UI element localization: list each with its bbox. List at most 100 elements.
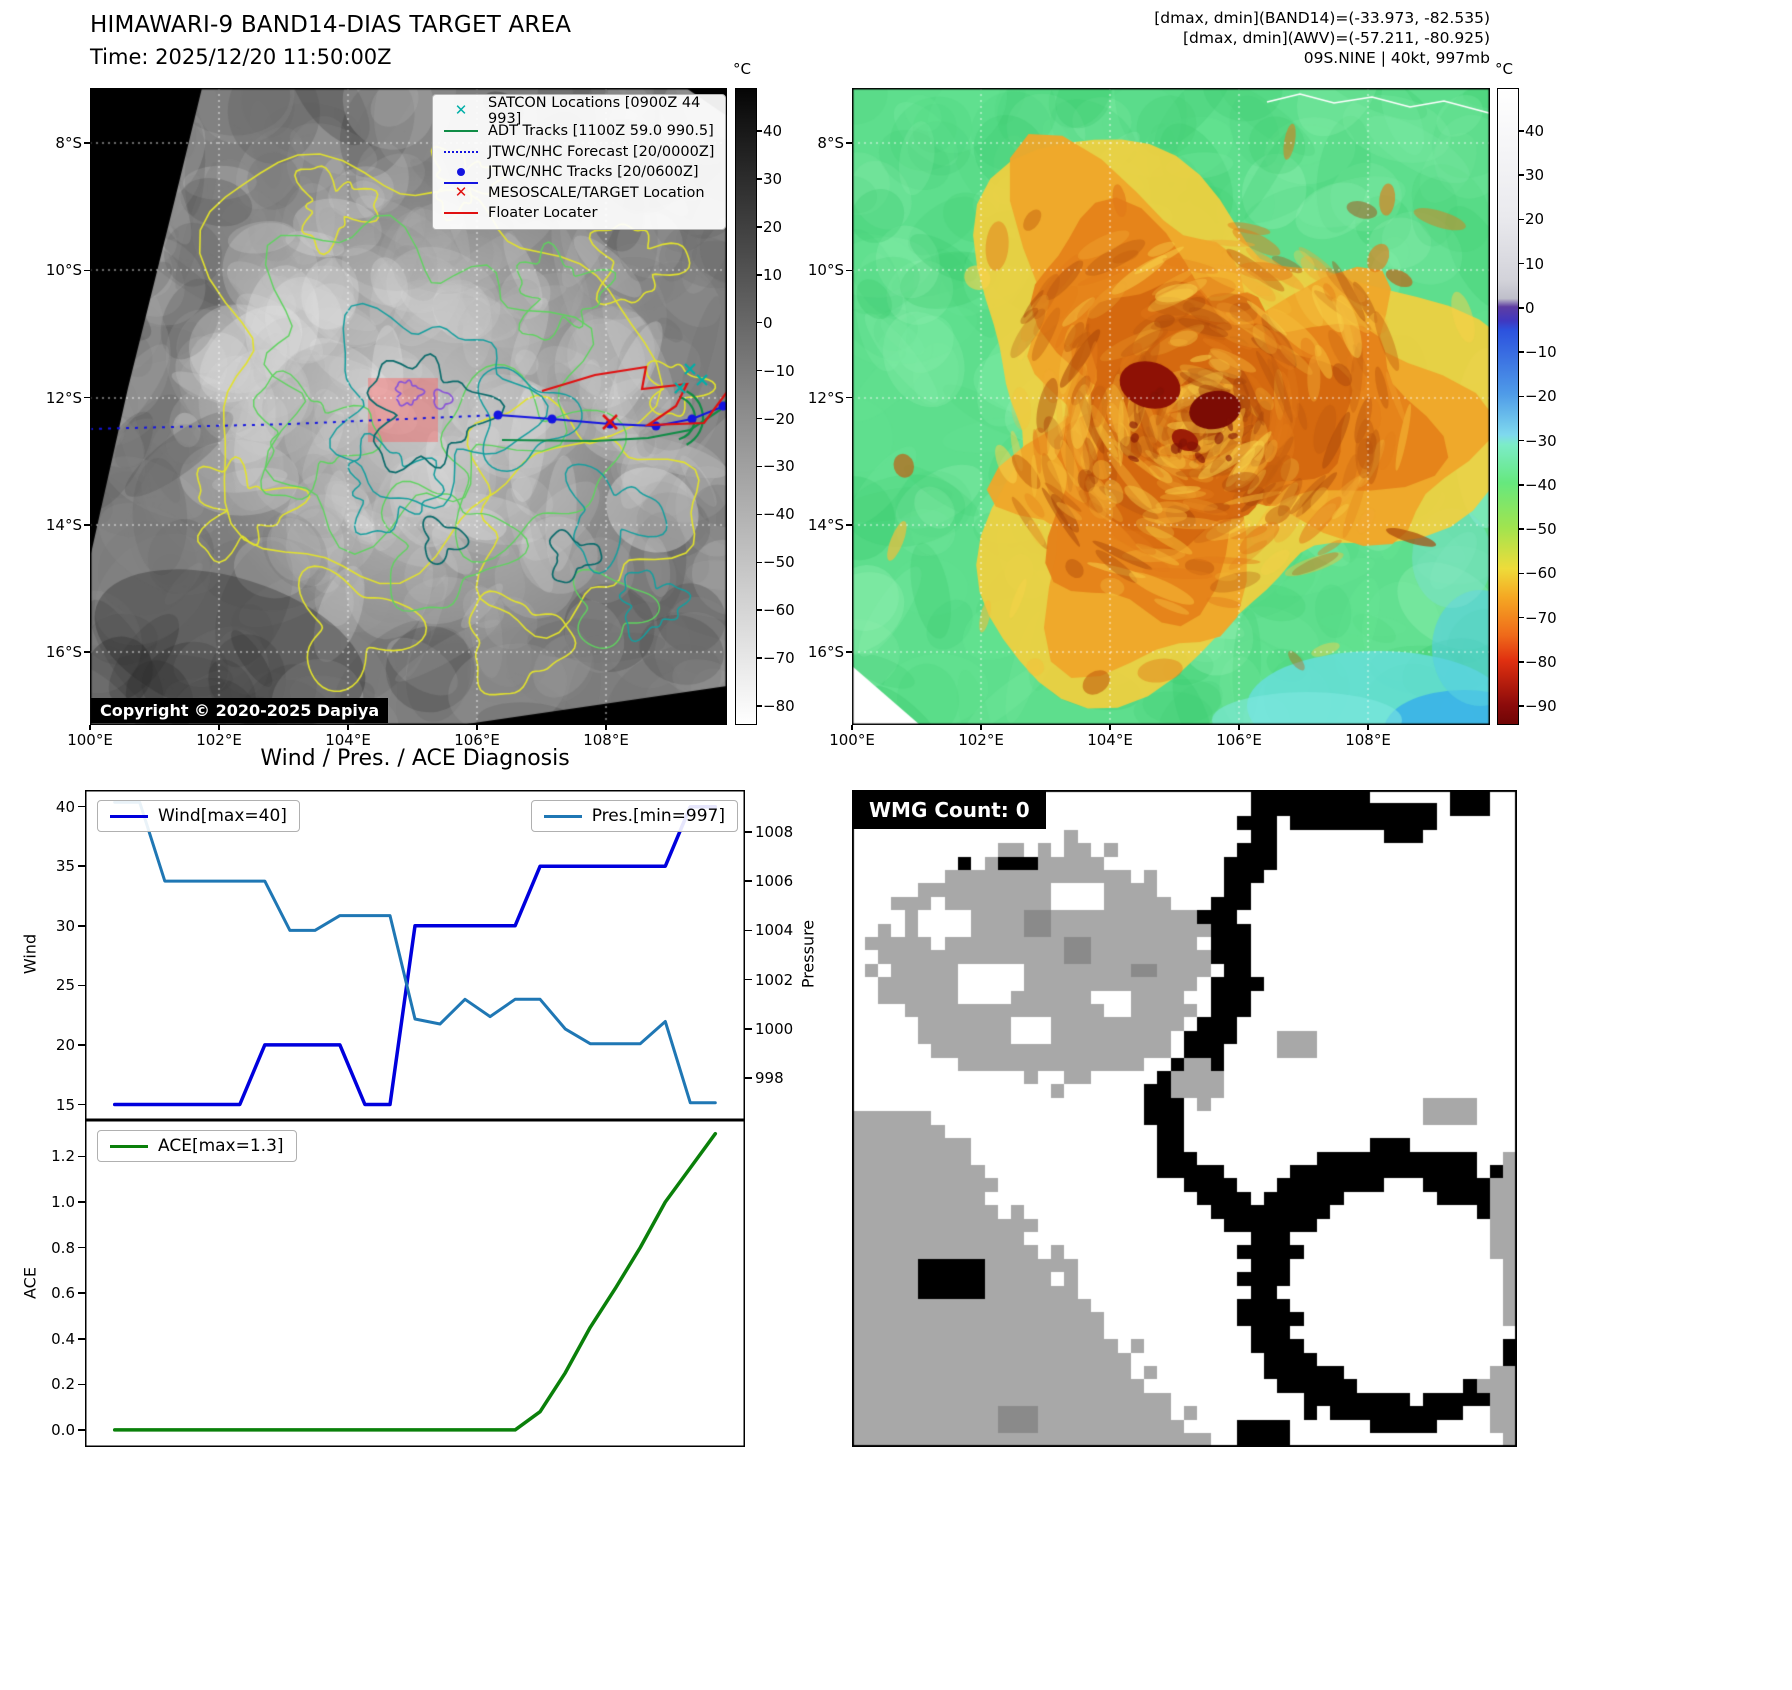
tick-mark: [851, 725, 853, 730]
chart-y-tick-label: 1006: [755, 872, 794, 891]
tick-mark: [78, 925, 85, 927]
pressure-line-sample-icon: [543, 814, 582, 818]
chart-y-tick-label: 0.0: [51, 1420, 75, 1439]
chart-y-tick-label: 0.6: [51, 1284, 75, 1303]
tick-mark: [1109, 725, 1111, 730]
chart-y-tick-label: 35: [55, 857, 75, 876]
colorbar-tick-label: −30: [763, 457, 795, 476]
colorbar-tick-label: −50: [1525, 520, 1557, 539]
legend-item-floater: Floater Locater: [443, 205, 715, 223]
wind-legend-label: Wind[max=40]: [158, 806, 287, 826]
chart-y-tick-label: 998: [755, 1069, 784, 1088]
tick-mark: [757, 465, 762, 468]
tick-mark: [1367, 725, 1369, 730]
tick-mark: [78, 1383, 85, 1386]
chart-y-tick-label: 1004: [755, 921, 794, 940]
colorbar-tick-label: 10: [1525, 254, 1545, 273]
y-tick-label: 14°S: [807, 515, 844, 534]
tick-mark: [757, 561, 762, 563]
chart-y-tick-label: 0.8: [51, 1238, 75, 1257]
wind-pressure-chart: [85, 790, 745, 1124]
x-tick-label: 108°E: [1345, 731, 1391, 749]
tick-mark: [78, 1338, 85, 1340]
tick-mark: [757, 609, 762, 611]
legend-item-satcon: ✕ SATCON Locations [0900Z 44 993]: [443, 95, 715, 127]
tick-mark: [745, 929, 752, 932]
storm-id-intensity-line: 09S.NINE | 40kt, 997mb: [1303, 49, 1490, 67]
dmax-dmin-awv-line: [dmax, dmin](AWV)=(-57.211, -80.925): [1183, 29, 1490, 47]
y-tick-label: 8°S: [55, 134, 82, 152]
ace-line-sample-icon: [110, 1144, 148, 1148]
tick-mark: [846, 269, 852, 272]
wind-line-sample-icon: [110, 814, 148, 818]
tick-mark: [757, 417, 762, 420]
chart-y-tick-label: 1008: [755, 822, 794, 841]
band14-colorbar-unit: °C: [733, 60, 751, 78]
colorbar-tick-label: 30: [1525, 166, 1545, 185]
band14-colorbar: [735, 88, 757, 725]
colorbar-tick-label: −40: [763, 505, 795, 524]
tick-mark: [757, 321, 762, 324]
tick-mark: [78, 1292, 85, 1294]
tick-mark: [757, 274, 762, 276]
legend-label-mesoscale: MESOSCALE/TARGET Location: [488, 184, 705, 201]
tick-mark: [78, 1246, 85, 1249]
tick-mark: [1519, 616, 1524, 619]
legend-label-floater: Floater Locater: [488, 205, 598, 222]
y-tick-label: 12°S: [807, 388, 844, 407]
chart-y-tick-label: 20: [55, 1035, 75, 1054]
tick-mark: [476, 725, 478, 730]
tick-mark: [1519, 174, 1524, 176]
tick-mark: [1519, 351, 1524, 353]
x-tick-label: 108°E: [583, 731, 629, 749]
tick-mark: [84, 269, 90, 272]
tick-mark: [745, 831, 752, 833]
tick-mark: [347, 725, 349, 730]
floater-line-icon: [443, 212, 479, 215]
tick-mark: [745, 978, 752, 981]
legend-label-adt: ADT Tracks [1100Z 59.0 990.5]: [488, 123, 714, 140]
chart-y-tick-label: 0.2: [51, 1375, 75, 1394]
colorbar-tick-label: 30: [763, 169, 783, 188]
y-tick-label: 16°S: [807, 643, 844, 662]
chart-y-tick-label: 1.2: [51, 1147, 75, 1166]
tick-mark: [757, 226, 762, 228]
tick-mark: [846, 142, 852, 144]
tick-mark: [745, 1028, 752, 1030]
tick-mark: [757, 657, 762, 659]
colorbar-tick-label: −80: [763, 697, 795, 715]
ace-axis-label: ACE: [20, 1267, 40, 1299]
tick-mark: [84, 142, 90, 144]
colorbar-tick-label: −70: [1525, 608, 1557, 627]
ace-legend: ACE[max=1.3]: [97, 1130, 297, 1162]
tick-mark: [78, 1044, 85, 1046]
tick-mark: [1519, 484, 1524, 486]
pressure-legend: Pres.[min=997]: [530, 800, 738, 832]
wmg-image: [852, 790, 1517, 1447]
chart-y-tick-label: 0.4: [51, 1329, 75, 1348]
awv-colorbar: [1497, 88, 1519, 725]
tick-mark: [78, 805, 85, 808]
copyright-label: Copyright © 2020-2025 Dapiya: [91, 698, 389, 723]
tick-mark: [745, 1077, 752, 1079]
wind-legend: Wind[max=40]: [97, 800, 300, 832]
tick-mark: [745, 880, 752, 882]
colorbar-tick-label: 40: [763, 122, 783, 140]
adt-line-icon: [443, 130, 479, 133]
legend-item-forecast: JTWC/NHC Forecast [20/0000Z]: [443, 143, 715, 161]
tick-mark: [1519, 528, 1524, 530]
tick-mark: [757, 513, 762, 516]
mesoscale-x-icon: ✕: [454, 183, 468, 202]
diagnosis-title: Wind / Pres. / ACE Diagnosis: [260, 746, 570, 771]
tick-mark: [78, 865, 85, 867]
tick-mark: [846, 396, 852, 399]
tick-mark: [1519, 262, 1524, 265]
tick-mark: [78, 1103, 85, 1106]
x-tick-label: 104°E: [1087, 731, 1133, 749]
colorbar-tick-label: 20: [1525, 210, 1545, 229]
legend-item-adt: ADT Tracks [1100Z 59.0 990.5]: [443, 123, 715, 141]
colorbar-tick-label: −90: [1525, 697, 1557, 715]
tick-mark: [89, 725, 91, 730]
tick-mark: [84, 651, 90, 653]
